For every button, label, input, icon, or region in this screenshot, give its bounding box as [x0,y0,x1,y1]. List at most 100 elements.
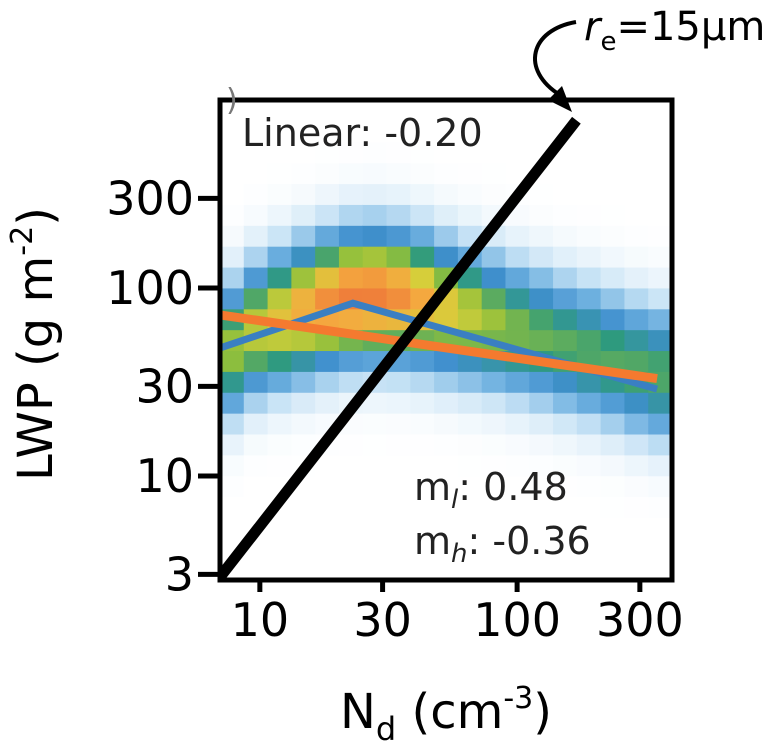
heatmap-cell [553,329,578,352]
heatmap-cell [481,100,507,122]
heatmap-cell [386,141,411,164]
y-tick-label: 100 [106,261,194,315]
heatmap-cell [648,183,672,205]
plot-frame [217,97,675,583]
heatmap-cell [505,538,530,560]
heatmap-cell [481,162,507,185]
heatmap-cell [600,308,626,331]
heatmap-cell [576,433,602,456]
heatmap-cell [529,183,554,205]
heatmap-cell [386,225,411,247]
heatmap-cell [481,475,507,498]
heatmap-cell [600,287,626,310]
heatmap-cell [267,454,292,477]
heatmap-cell [386,120,411,143]
heatmap-cell [648,413,672,435]
heatmap-cell [291,246,316,268]
heatmap-cell [529,517,554,539]
heatmap-cell [243,100,269,122]
heatmap-cell [529,433,554,456]
heatmap-cell [386,183,411,205]
heatmap-cell [386,454,411,477]
heatmap-cell [576,204,602,226]
heatmap-cell [648,120,672,143]
heatmap-cell [315,266,340,289]
heatmap-cell [267,246,292,268]
x-tick-label: 30 [353,593,412,647]
heatmap-cell [529,496,554,518]
heatmap-cell [338,141,364,164]
heatmap-cell [410,100,435,122]
heatmap-cell [243,413,269,435]
linear-slope-annotation: Linear: -0.20 [242,111,483,155]
heatmap-cell [553,454,578,477]
heatmap-cell [362,413,388,435]
heatmap-cell [505,246,530,268]
heatmap-cell [505,559,530,580]
heatmap-cell [267,141,292,164]
heatmap-cell [553,496,578,518]
heatmap-cell [648,162,672,185]
heatmap-cell [267,287,292,310]
mh-annotation: mh: -0.36 [414,519,591,569]
heatmap-cell [648,204,672,226]
heatmap-cell [553,246,578,268]
heatmap-cell [624,246,649,268]
heatmap-cell [600,454,626,477]
heatmap-cell [457,392,483,414]
heatmap-cell [600,433,626,456]
heatmap-cell [624,392,649,414]
heatmap-cell [291,413,316,435]
heatmap-cell [315,120,340,143]
heatmap-cell [434,433,459,456]
heatmap-cell [600,141,626,164]
heatmap-cell [338,517,364,539]
heatmap-cell [505,517,530,539]
heatmap-cell [553,371,578,393]
heatmap-cell [600,183,626,205]
heatmap-cell [648,266,672,289]
heatmap-cell [434,538,459,560]
heatmap-cell [553,308,578,331]
heatmap-cell [291,350,316,372]
heatmap-cell [243,183,269,205]
heatmap-cell [362,246,388,268]
heatmap-cell [315,350,340,372]
heatmap-cell [624,141,649,164]
heatmap-cell [434,204,459,226]
heatmap-cell [267,120,292,143]
heatmap-cell [315,141,340,164]
heatmap-cell [338,120,364,143]
heatmap-cell [576,413,602,435]
heatmap-cell [529,266,554,289]
heatmap-cell [457,371,483,393]
heatmap-cell [220,266,245,289]
x-tick-label: 10 [231,593,290,647]
heatmap-cell [529,329,554,352]
x-axis-title: Nd (cm-3) [340,681,552,743]
heatmap-cell [386,162,411,185]
heatmap-cell [434,392,459,414]
heatmap-cell [434,496,459,518]
heatmap-cell [505,266,530,289]
heatmap-cell [410,454,435,477]
heatmap-cell [338,266,364,289]
heatmap-cell [505,141,530,164]
heatmap-cell [386,204,411,226]
heatmap-cell [243,287,269,310]
heatmap-cell [648,141,672,164]
heatmap-cell [648,287,672,310]
heatmap-cell [362,204,388,226]
heatmap-cell [624,350,649,372]
heatmap-cell [267,371,292,393]
heatmap-cell [386,433,411,456]
heatmap-cell [600,120,626,143]
heatmap-cell [600,246,626,268]
heatmap-cell [505,475,530,498]
heatmap-cell [220,100,245,122]
heatmap-cell [386,413,411,435]
heatmap-cell [481,559,507,580]
heatmap-cell [648,225,672,247]
heatmap-cell [600,517,626,539]
heatmap-cell [529,454,554,477]
